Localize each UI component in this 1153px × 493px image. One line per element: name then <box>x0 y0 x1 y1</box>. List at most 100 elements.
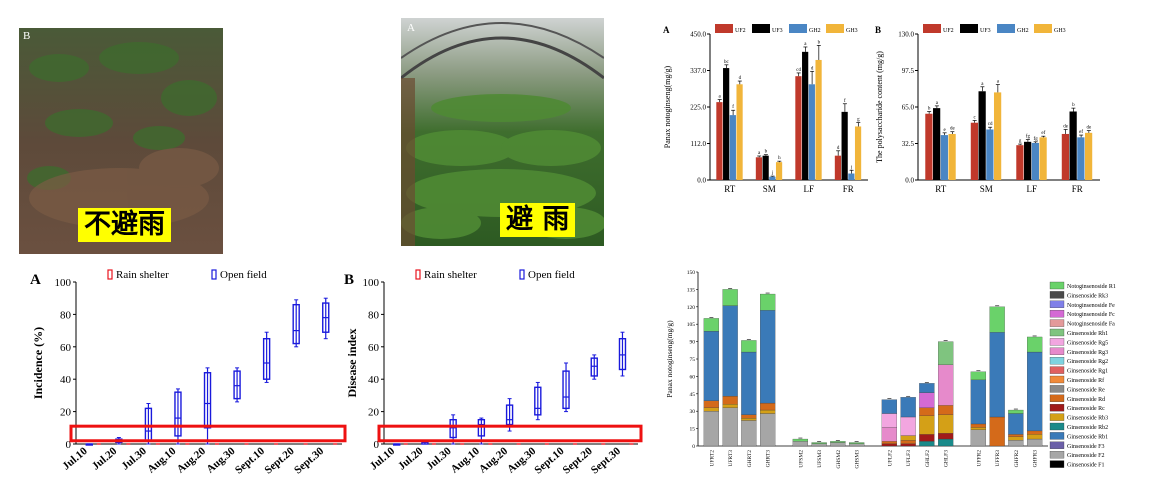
legend-label: Notoginsenoside R1 <box>1067 284 1116 290</box>
stack-segment <box>722 407 738 447</box>
legend-label: Ginsenoside Rg1 <box>1067 369 1108 375</box>
significance-label: de <box>1063 124 1069 129</box>
x-tick-label: UFSM3 <box>817 450 823 468</box>
legend-swatch <box>997 24 1015 33</box>
photo-caption-shelter: 避 雨 <box>500 203 576 237</box>
bar <box>1024 141 1032 180</box>
legend-label: Ginsenoside Rg5 <box>1067 340 1108 346</box>
stack-segment <box>938 341 954 365</box>
stack-segment <box>938 405 954 415</box>
photo-letter-b: B <box>23 30 31 42</box>
legend-label: Ginsenoside Rb1 <box>1067 434 1108 440</box>
x-tick-label: Sept.30 <box>292 445 327 477</box>
y-tick-label: 80 <box>60 309 72 321</box>
stack-segment <box>919 407 935 416</box>
stack-segment <box>1027 351 1043 432</box>
significance-label: a <box>758 151 761 156</box>
significance-label: de <box>950 127 956 132</box>
y-tick-label: 60 <box>60 342 72 354</box>
legend-swatch <box>1049 441 1065 449</box>
x-tick-label: SM <box>763 184 776 194</box>
bar <box>1016 145 1024 180</box>
open-box <box>174 391 182 437</box>
x-tick-label: GHLF3 <box>944 450 950 467</box>
stack-segment <box>900 435 916 441</box>
bar <box>762 155 769 180</box>
stack-segment <box>703 318 719 332</box>
legend-swatch <box>1049 394 1065 402</box>
open-box <box>262 337 271 380</box>
x-tick-label: UFFR3 <box>995 450 1001 467</box>
stack-segment <box>741 420 757 447</box>
stack-segment <box>970 423 986 428</box>
x-tick-label: UFRT2 <box>709 450 715 467</box>
legend-label: GH2 <box>809 28 821 34</box>
stack-segment <box>1008 440 1024 447</box>
y-tick-label: 120 <box>687 305 696 311</box>
legend-label: GH3 <box>846 28 858 34</box>
x-tick-label: GHLF2 <box>925 450 931 467</box>
legend-swatch-open <box>519 269 525 280</box>
stack-segment <box>703 411 719 447</box>
y-tick-label: 112.0 <box>691 140 707 148</box>
legend-label: Ginsenoside Rb3 <box>1067 416 1108 422</box>
x-tick-label: UFLF2 <box>887 450 893 466</box>
legend-swatch-rain <box>107 269 113 280</box>
stack-segment <box>1027 430 1043 435</box>
stack-segment <box>1008 409 1024 414</box>
legend-label-rain: Rain shelter <box>116 269 169 281</box>
y-tick-label: 60 <box>368 342 380 354</box>
legend-swatch <box>960 24 978 33</box>
y-tick-label: 135 <box>687 287 696 293</box>
significance-label: d <box>739 76 742 81</box>
stack-segment <box>970 371 986 381</box>
legend-label: Ginsenoside F1 <box>1067 463 1105 469</box>
bar-chart-polysaccharide: B UF2 UF3 GH2 GH3 0.0 32.5 65.0 97.5 130.0 The pol… <box>875 24 1100 194</box>
y-axis-label: Incidence (%) <box>31 327 45 399</box>
bar <box>1069 111 1077 180</box>
significance-label: bc <box>724 60 730 65</box>
stack-segment <box>722 395 738 405</box>
legend-swatch <box>1049 404 1065 412</box>
open-field-photo-image <box>19 28 223 254</box>
stack-segment <box>970 427 986 430</box>
stack-segment <box>760 413 776 447</box>
bar <box>834 155 842 180</box>
y-tick-label: 450.0 <box>690 31 706 39</box>
x-tick-label: Sept.30 <box>589 445 624 477</box>
x-tick-label: Sept.10 <box>233 445 268 477</box>
x-tick-label: GHRT3 <box>766 450 772 468</box>
significance-label: b <box>818 40 821 45</box>
stack-segment <box>881 441 897 444</box>
panel-letter: A <box>30 272 41 288</box>
legend-swatch <box>1049 319 1065 327</box>
x-tick-label: UFLF3 <box>906 450 912 466</box>
legend-label: Ginsenoside Rg3 <box>1067 350 1108 356</box>
legend-label: Ginsenoside Re <box>1067 387 1105 393</box>
y-tick-label: 45 <box>690 392 696 398</box>
stack-segment <box>703 407 719 412</box>
stack-segment <box>900 397 916 418</box>
y-tick-label: 90 <box>690 340 696 346</box>
stack-segment <box>1008 436 1024 441</box>
stack-segment <box>741 414 757 419</box>
stack-segment <box>938 433 954 440</box>
significance-label: a <box>719 95 722 100</box>
significance-label: a <box>804 42 807 47</box>
significance-label: f <box>732 105 734 110</box>
x-tick-label: GHSM2 <box>836 450 842 469</box>
legend-swatch-rain <box>415 269 421 280</box>
significance-label: a <box>997 80 1000 85</box>
x-tick-label: Aug.10 <box>449 445 483 476</box>
legend-swatch <box>1049 451 1065 459</box>
x-tick-label: LF <box>1026 184 1037 194</box>
x-tick-label: UFSM2 <box>798 450 804 468</box>
bar <box>1061 133 1070 180</box>
legend-label: Ginsenoside Rd <box>1067 397 1105 403</box>
x-tick-label: Aug.20 <box>175 445 209 476</box>
stack-segment <box>919 441 935 447</box>
stack-segment <box>989 306 1005 333</box>
y-tick-label: 20 <box>368 407 380 419</box>
bar <box>1077 137 1085 180</box>
legend-label-rain: Rain shelter <box>424 269 477 281</box>
